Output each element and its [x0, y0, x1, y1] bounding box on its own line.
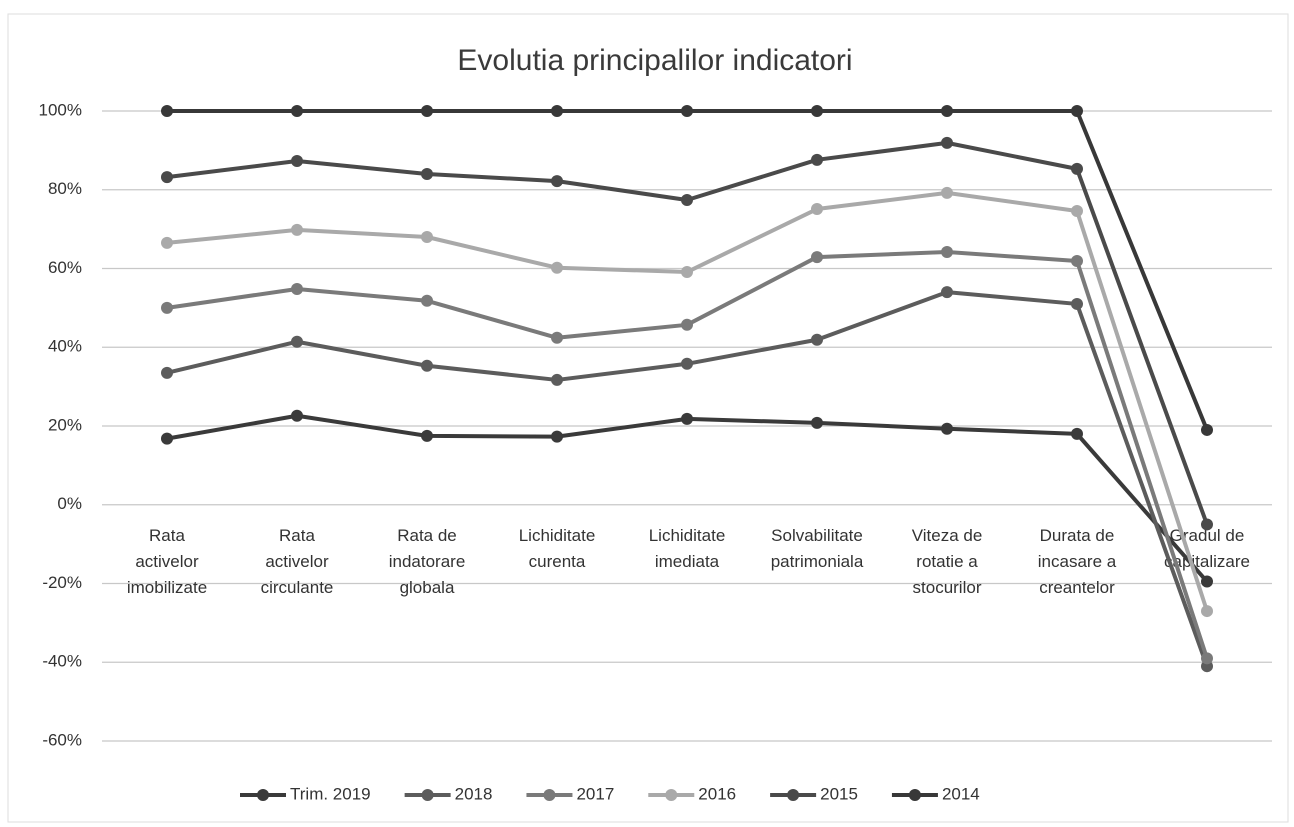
- x-tick-label: Lichiditate imediata: [649, 526, 726, 571]
- legend-label: Trim. 2019: [290, 784, 371, 803]
- data-point: [291, 223, 303, 236]
- legend-marker: [908, 789, 921, 801]
- data-point: [551, 175, 563, 188]
- data-point: [811, 333, 823, 346]
- data-point: [1201, 605, 1213, 618]
- x-tick-label: Solvabilitate patrimoniala: [771, 526, 864, 571]
- data-point: [1201, 423, 1213, 436]
- x-tick-label: Viteza de rotatie a stocurilor: [912, 526, 983, 597]
- data-point: [161, 236, 173, 249]
- y-tick-label: 40%: [48, 337, 82, 356]
- data-point: [681, 318, 693, 331]
- data-point: [1071, 427, 1083, 440]
- chart-frame: [7, 13, 1289, 823]
- data-point: [941, 286, 953, 299]
- data-point: [551, 373, 563, 386]
- data-point: [551, 105, 563, 117]
- y-tick-label: -40%: [42, 652, 82, 671]
- y-tick-label: -20%: [42, 573, 82, 592]
- y-tick-label: 60%: [48, 258, 82, 277]
- data-point: [941, 245, 953, 258]
- data-point: [551, 331, 563, 344]
- y-tick-label: 80%: [48, 179, 82, 198]
- data-point: [941, 422, 953, 435]
- legend-marker: [421, 789, 434, 801]
- data-point: [941, 105, 953, 117]
- data-point: [161, 301, 173, 314]
- legend-marker: [787, 789, 800, 801]
- x-tick-label: Rata activelor circulante: [261, 526, 334, 597]
- data-point: [681, 357, 693, 370]
- x-tick-label: Lichiditate curenta: [519, 526, 596, 571]
- data-point: [1201, 652, 1213, 665]
- legend-label: 2016: [698, 784, 736, 803]
- data-point: [941, 136, 953, 149]
- legend-label: 2014: [942, 784, 980, 803]
- data-point: [941, 186, 953, 199]
- data-point: [421, 105, 433, 117]
- data-point: [1071, 297, 1083, 310]
- data-point: [421, 168, 433, 180]
- data-point: [1201, 518, 1213, 531]
- data-point: [811, 153, 823, 166]
- data-point: [421, 294, 433, 307]
- data-point: [551, 261, 563, 274]
- data-point: [161, 171, 173, 184]
- data-point: [161, 105, 173, 117]
- legend-label: 2017: [576, 784, 614, 803]
- legend-marker: [665, 789, 678, 801]
- data-point: [811, 251, 823, 264]
- y-tick-label: 20%: [48, 415, 82, 434]
- x-tick-label: Durata de incasare a creantelor: [1038, 526, 1117, 597]
- data-point: [1201, 575, 1213, 588]
- data-point: [421, 231, 433, 243]
- data-point: [1071, 205, 1083, 218]
- chart-title: Evolutia principalilor indicatori: [457, 44, 852, 77]
- data-point: [811, 203, 823, 216]
- legend-label: 2015: [820, 784, 858, 803]
- legend-marker: [257, 789, 269, 801]
- data-point: [681, 105, 693, 117]
- data-point: [291, 335, 303, 348]
- data-point: [161, 432, 173, 445]
- data-point: [681, 193, 693, 206]
- data-point: [681, 412, 693, 425]
- data-point: [681, 266, 693, 279]
- data-point: [811, 105, 823, 117]
- data-point: [161, 366, 173, 379]
- data-point: [1071, 162, 1083, 175]
- data-point: [421, 429, 433, 442]
- data-point: [291, 409, 303, 422]
- legend-marker: [543, 789, 556, 801]
- y-tick-label: 0%: [57, 494, 82, 513]
- x-tick-label: Rata de indatorare globala: [389, 526, 466, 597]
- data-point: [291, 105, 303, 117]
- y-tick-label: -60%: [42, 730, 82, 749]
- data-point: [551, 430, 563, 443]
- data-point: [291, 282, 303, 295]
- data-point: [421, 359, 433, 372]
- y-tick-label: 100%: [39, 100, 82, 119]
- data-point: [1071, 255, 1083, 268]
- legend-label: 2018: [455, 784, 493, 803]
- data-point: [1071, 105, 1083, 117]
- data-point: [291, 155, 303, 168]
- x-tick-label: Rata activelor imobilizate: [127, 526, 207, 597]
- data-point: [811, 416, 823, 429]
